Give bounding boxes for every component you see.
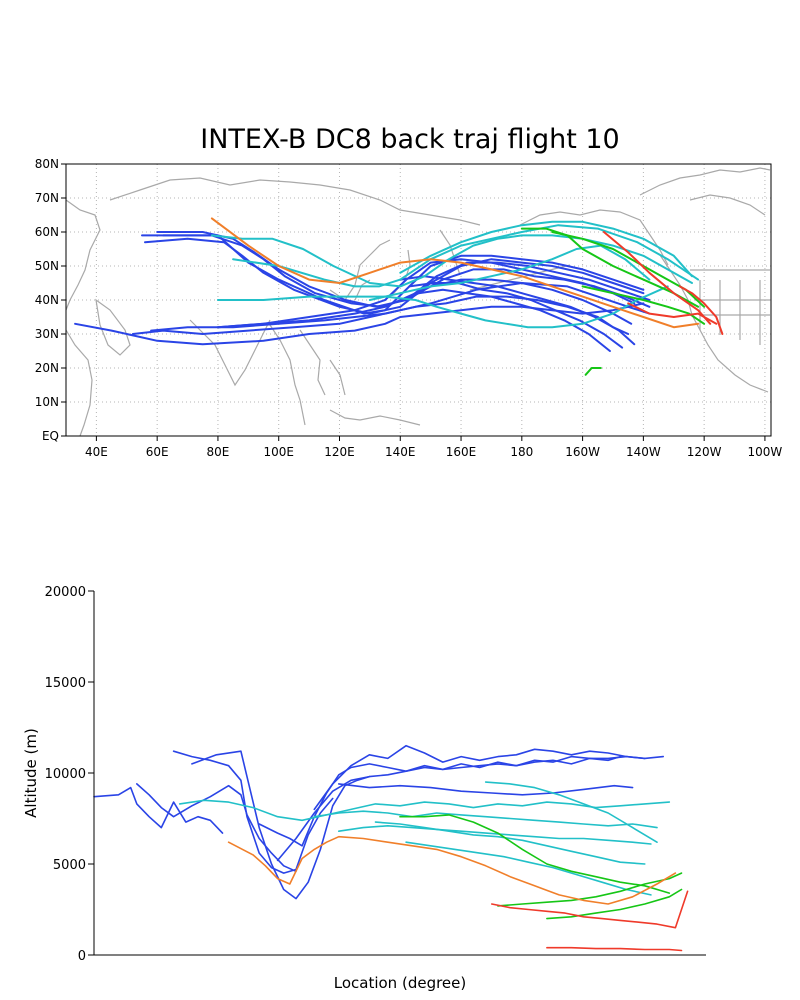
altitude-y-tick-label: 20000 bbox=[45, 585, 86, 600]
map-x-tick-label: 180 bbox=[510, 445, 533, 459]
altitude-panel: 0 5000 10000 15000 20000 Altitude (m) Locati… bbox=[22, 585, 706, 992]
map-trajectory-cyan-16 bbox=[368, 244, 651, 301]
map-y-tick-label: 30N bbox=[35, 327, 59, 341]
map-y-tick-label: EQ bbox=[42, 429, 59, 443]
map-trajectory-blue-7 bbox=[144, 237, 645, 315]
altitude-y-tick-label: 0 bbox=[78, 949, 86, 964]
map-coastlines bbox=[65, 167, 771, 437]
map-x-tick-label: 60E bbox=[146, 445, 169, 459]
altitude-trajectory-blue-4 bbox=[191, 750, 371, 900]
altitude-trajectory-blue-7 bbox=[313, 744, 646, 811]
map-y-tick-label: 40N bbox=[35, 293, 59, 307]
map-trajectory-red-23 bbox=[602, 231, 712, 325]
map-trajectory-blue-11 bbox=[408, 282, 624, 349]
map-trajectory-blue-10 bbox=[399, 275, 636, 346]
altitude-y-label: Altitude (m) bbox=[22, 728, 40, 818]
map-x-tick-label: 80E bbox=[207, 445, 230, 459]
map-y-tick-label: 80N bbox=[35, 157, 59, 171]
map-trajectories bbox=[74, 217, 724, 376]
map-x-axis: 40E 60E 80E 100E 120E 140E 160E 180 160W 140W 120W… bbox=[85, 436, 782, 459]
altitude-x-label: Location (degree) bbox=[334, 974, 466, 992]
map-x-tick-label: 100W bbox=[748, 445, 783, 459]
map-trajectory-red-24 bbox=[627, 302, 718, 325]
map-x-tick-label: 120W bbox=[687, 445, 722, 459]
altitude-trajectory-green-17 bbox=[546, 888, 683, 920]
map-x-tick-label: 40E bbox=[85, 445, 108, 459]
map-trajectory-red-25 bbox=[678, 285, 724, 335]
map-trajectory-orange-22 bbox=[210, 217, 700, 329]
altitude-trajectory-cyan-10 bbox=[313, 810, 658, 829]
map-y-tick-label: 50N bbox=[35, 259, 59, 273]
altitude-y-tick-label: 5000 bbox=[53, 858, 86, 873]
altitude-trajectory-cyan-12 bbox=[374, 821, 646, 865]
map-trajectory-blue-12 bbox=[417, 288, 611, 352]
altitude-trajectory-orange-18 bbox=[227, 835, 677, 905]
altitude-trajectory-cyan-13 bbox=[405, 841, 652, 896]
map-x-tick-label: 160E bbox=[446, 445, 477, 459]
altitude-y-tick-label: 10000 bbox=[45, 767, 86, 782]
altitude-y-tick-label: 15000 bbox=[45, 676, 86, 691]
altitude-trajectory-blue-2 bbox=[136, 783, 297, 873]
altitude-trajectory-cyan-14 bbox=[484, 781, 658, 844]
altitude-trajectory-blue-3 bbox=[172, 750, 334, 874]
map-title: INTEX-B DC8 back traj flight 10 bbox=[200, 124, 620, 155]
map-y-tick-label: 10N bbox=[35, 395, 59, 409]
map-y-axis: EQ 10N 20N 30N 40N 50N 60N 70N 80N bbox=[35, 157, 66, 443]
map-trajectory-cyan-15 bbox=[399, 220, 693, 278]
map-trajectory-green-21 bbox=[584, 367, 602, 376]
altitude-trajectory-blue-8 bbox=[337, 783, 634, 796]
altitude-trajectory-cyan-9 bbox=[178, 799, 671, 822]
altitude-trajectory-blue-1 bbox=[93, 786, 224, 834]
altitude-trajectory-green-16 bbox=[497, 872, 683, 907]
altitude-trajectories bbox=[93, 744, 689, 952]
altitude-y-ticks: 0 5000 10000 15000 20000 bbox=[45, 585, 94, 964]
altitude-trajectory-red-19 bbox=[490, 890, 689, 929]
map-trajectory-cyan-17 bbox=[210, 234, 693, 288]
altitude-trajectory-red-20 bbox=[546, 946, 683, 952]
map-trajectory-blue-9 bbox=[162, 234, 651, 308]
map-x-tick-label: 160W bbox=[565, 445, 600, 459]
map-trajectory-cyan-13 bbox=[216, 285, 669, 329]
map-x-tick-label: 120E bbox=[324, 445, 355, 459]
map-y-tick-label: 20N bbox=[35, 361, 59, 375]
altitude-trajectory-blue-6 bbox=[276, 755, 622, 862]
map-x-tick-label: 100E bbox=[263, 445, 294, 459]
altitude-trajectory-green-15 bbox=[399, 814, 671, 894]
map-y-tick-label: 60N bbox=[35, 225, 59, 239]
map-x-tick-label: 140E bbox=[385, 445, 416, 459]
map-panel: 40E 60E 80E 100E 120E 140E 160E 180 160W 140W 120W… bbox=[35, 157, 783, 459]
map-trajectory-green-18 bbox=[520, 227, 700, 308]
map-x-tick-label: 140W bbox=[626, 445, 661, 459]
map-y-tick-label: 70N bbox=[35, 191, 59, 205]
